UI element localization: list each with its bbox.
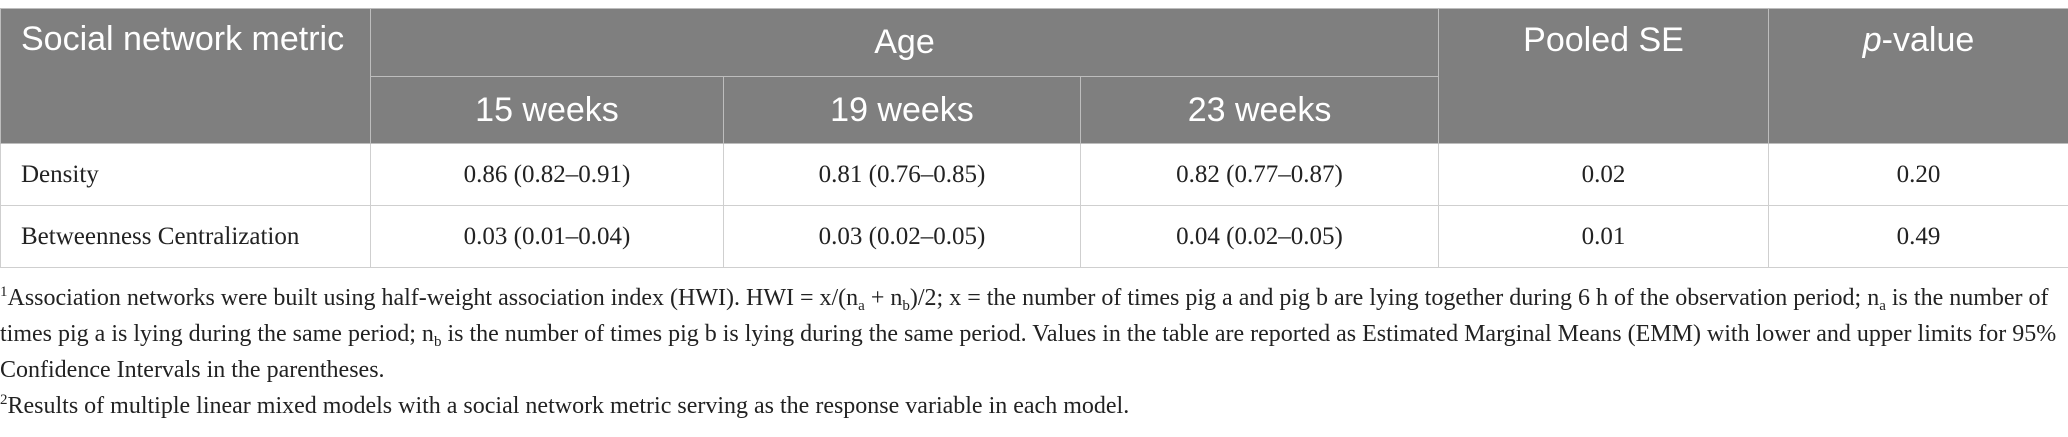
footnote-2: 2Results of multiple linear mixed models… [0, 388, 2060, 424]
cell-betweenness-15: 0.03 (0.01–0.04) [370, 205, 724, 268]
subscript-b: b [902, 298, 910, 314]
subscript-b: b [433, 334, 442, 350]
cell-density-15: 0.86 (0.82–0.91) [370, 143, 724, 206]
cell-density-23: 0.82 (0.77–0.87) [1079, 143, 1440, 206]
results-table: Social network metric Age Pooled SE p-va… [0, 8, 2068, 268]
table-row: Density 0.86 (0.82–0.91) 0.81 (0.76–0.85… [0, 143, 2068, 206]
footnote-1-text-d: is the number of times pig a is lying du… [0, 285, 2049, 347]
subscript-a: a [858, 298, 865, 314]
header-metric: Social network metric [0, 8, 371, 144]
subscript-a: a [1879, 298, 1886, 314]
header-week-23: 23 weeks [1079, 76, 1440, 144]
cell-density-p: 0.20 [1768, 143, 2068, 206]
cell-betweenness-se: 0.01 [1438, 205, 1770, 268]
header-p-value: p-value [1768, 8, 2068, 144]
header-week-15: 15 weeks [370, 76, 724, 144]
cell-betweenness-19: 0.03 (0.02–0.05) [723, 205, 1081, 268]
footnote-1-mark: 1 [0, 284, 8, 300]
table-row: Betweenness Centralization 0.03 (0.01–0.… [0, 205, 2068, 268]
table-footnotes: 1Association networks were built using h… [0, 280, 2060, 424]
header-week-19: 19 weeks [723, 76, 1081, 144]
header-age: Age [369, 8, 1440, 77]
cell-betweenness-p: 0.49 [1768, 205, 2068, 268]
header-p-suffix: -value [1881, 21, 1975, 59]
footnote-1: 1Association networks were built using h… [0, 280, 2060, 388]
cell-density-19: 0.81 (0.76–0.85) [723, 143, 1081, 206]
row-label-density: Density [0, 143, 371, 206]
footnote-1-text-e: is the number of times pig b is lying du… [0, 321, 2057, 383]
footnote-2-mark: 2 [0, 392, 8, 408]
footnote-1-text-a: Association networks were built using ha… [7, 285, 859, 311]
footnote-1-text-b: + n [864, 285, 903, 311]
footnote-2-text: Results of multiple linear mixed models … [7, 393, 1130, 419]
row-label-betweenness: Betweenness Centralization [0, 205, 371, 268]
header-p-italic: p [1862, 21, 1882, 59]
cell-density-se: 0.02 [1438, 143, 1770, 206]
header-pooled-se: Pooled SE [1438, 8, 1770, 144]
cell-betweenness-23: 0.04 (0.02–0.05) [1079, 205, 1440, 268]
footnote-1-text-c: )/2; x = the number of times pig a and p… [909, 285, 1880, 311]
